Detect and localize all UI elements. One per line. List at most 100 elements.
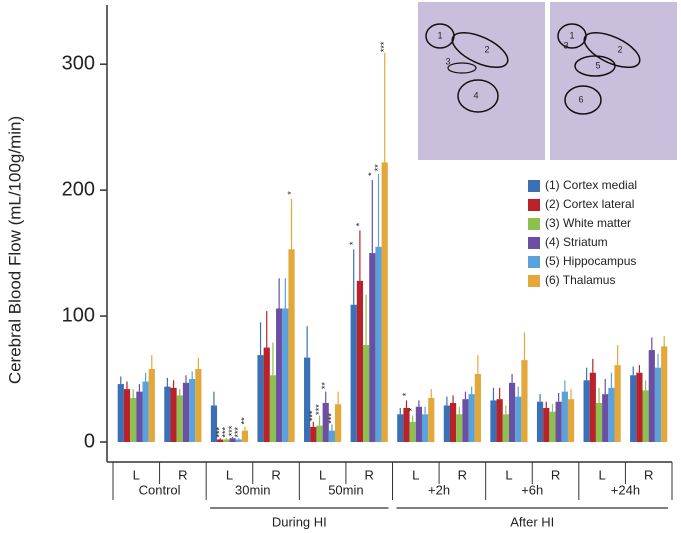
bar bbox=[468, 394, 475, 442]
bar bbox=[561, 391, 568, 442]
group-label: +6h bbox=[521, 482, 543, 497]
significance-mark: *** bbox=[314, 404, 324, 415]
supergroup-label: After HI bbox=[510, 514, 554, 529]
bar bbox=[304, 357, 311, 442]
bar bbox=[654, 367, 662, 442]
x-tick-label: L bbox=[319, 467, 326, 482]
legend-swatch bbox=[528, 256, 540, 268]
legend-label: (3) White matter bbox=[545, 216, 631, 230]
x-tick-label: R bbox=[551, 467, 560, 482]
bar bbox=[456, 414, 463, 442]
bar bbox=[189, 379, 196, 442]
bar bbox=[602, 394, 609, 442]
bar bbox=[449, 402, 457, 442]
bar bbox=[636, 372, 643, 442]
bar bbox=[614, 365, 621, 442]
region-outline bbox=[583, 31, 641, 69]
bar bbox=[217, 439, 224, 442]
bar bbox=[263, 347, 270, 442]
inset-label: 3 bbox=[445, 56, 450, 66]
bar bbox=[521, 360, 528, 442]
bar bbox=[276, 308, 283, 442]
bar bbox=[328, 430, 336, 442]
y-tick-label: 300 bbox=[62, 52, 95, 74]
bar bbox=[375, 246, 382, 442]
bar bbox=[350, 304, 357, 442]
bar bbox=[170, 387, 177, 442]
supergroup-label: During HI bbox=[272, 514, 327, 529]
bar bbox=[241, 430, 249, 442]
legend-label: (4) Striatum bbox=[545, 235, 608, 249]
bar bbox=[508, 382, 516, 442]
significance-mark: *** bbox=[379, 41, 389, 52]
group-label: Control bbox=[139, 482, 181, 497]
significance-mark: *** bbox=[308, 410, 318, 421]
bar bbox=[608, 387, 615, 442]
bar bbox=[195, 368, 202, 442]
x-tick-label: L bbox=[412, 467, 419, 482]
legend-label: (1) Cortex medial bbox=[545, 178, 637, 192]
significance-mark: ** bbox=[320, 382, 330, 390]
significance-mark: *** bbox=[215, 426, 225, 437]
x-tick-label: R bbox=[365, 467, 374, 482]
bar bbox=[142, 381, 149, 442]
bar bbox=[335, 404, 342, 442]
legend-swatch bbox=[528, 180, 540, 192]
significance-mark: * bbox=[407, 407, 417, 411]
bar bbox=[210, 405, 218, 442]
group-label: +24h bbox=[611, 482, 640, 497]
significance-mark: *** bbox=[221, 426, 231, 437]
significance-mark: *** bbox=[326, 413, 336, 424]
bar bbox=[148, 368, 155, 442]
significance-mark: * bbox=[401, 392, 411, 396]
bar bbox=[176, 395, 183, 442]
region-outline bbox=[564, 85, 602, 115]
inset-label: 1 bbox=[437, 30, 442, 40]
inset-label: 3 bbox=[563, 40, 568, 50]
inset-label: 4 bbox=[473, 90, 478, 100]
bar bbox=[583, 380, 590, 442]
bar bbox=[182, 382, 190, 442]
inset-images: 1 2 3 4 1 2 3 5 6 bbox=[418, 2, 677, 160]
bar bbox=[123, 389, 131, 442]
region-outline bbox=[574, 55, 616, 77]
significance-mark: * bbox=[348, 241, 358, 245]
bar bbox=[515, 396, 522, 442]
brain-slice-left bbox=[418, 2, 545, 160]
bar bbox=[502, 414, 509, 442]
bar bbox=[536, 401, 544, 442]
legend-label: (2) Cortex lateral bbox=[545, 197, 634, 211]
bar bbox=[397, 414, 404, 442]
inset-label: 1 bbox=[569, 30, 574, 40]
x-tick-label: R bbox=[458, 467, 467, 482]
bar bbox=[288, 249, 295, 442]
x-tick-label: R bbox=[178, 467, 187, 482]
x-tick-label: L bbox=[133, 467, 140, 482]
bar bbox=[409, 421, 416, 442]
legend-label: (6) Thalamus bbox=[545, 273, 615, 287]
bar bbox=[462, 399, 469, 442]
bar bbox=[356, 280, 364, 442]
significance-mark: *** bbox=[227, 425, 237, 436]
bar bbox=[421, 414, 429, 442]
y-tick-label: 200 bbox=[62, 178, 95, 200]
bar bbox=[648, 350, 655, 442]
bar bbox=[403, 407, 410, 442]
bar bbox=[257, 355, 264, 442]
bar bbox=[630, 375, 637, 442]
significance-mark: * bbox=[286, 191, 296, 195]
bar bbox=[130, 397, 137, 442]
bar bbox=[369, 253, 376, 442]
region-outline bbox=[447, 62, 477, 74]
bar bbox=[363, 345, 370, 442]
bar bbox=[235, 439, 242, 442]
bar bbox=[164, 386, 171, 442]
x-tick-label: R bbox=[271, 467, 280, 482]
group-label: +2h bbox=[428, 482, 450, 497]
bar bbox=[490, 400, 497, 442]
bar bbox=[555, 401, 562, 442]
bar bbox=[282, 308, 289, 442]
bar bbox=[661, 346, 668, 442]
bar bbox=[223, 439, 230, 442]
significance-mark: ** bbox=[239, 417, 249, 425]
